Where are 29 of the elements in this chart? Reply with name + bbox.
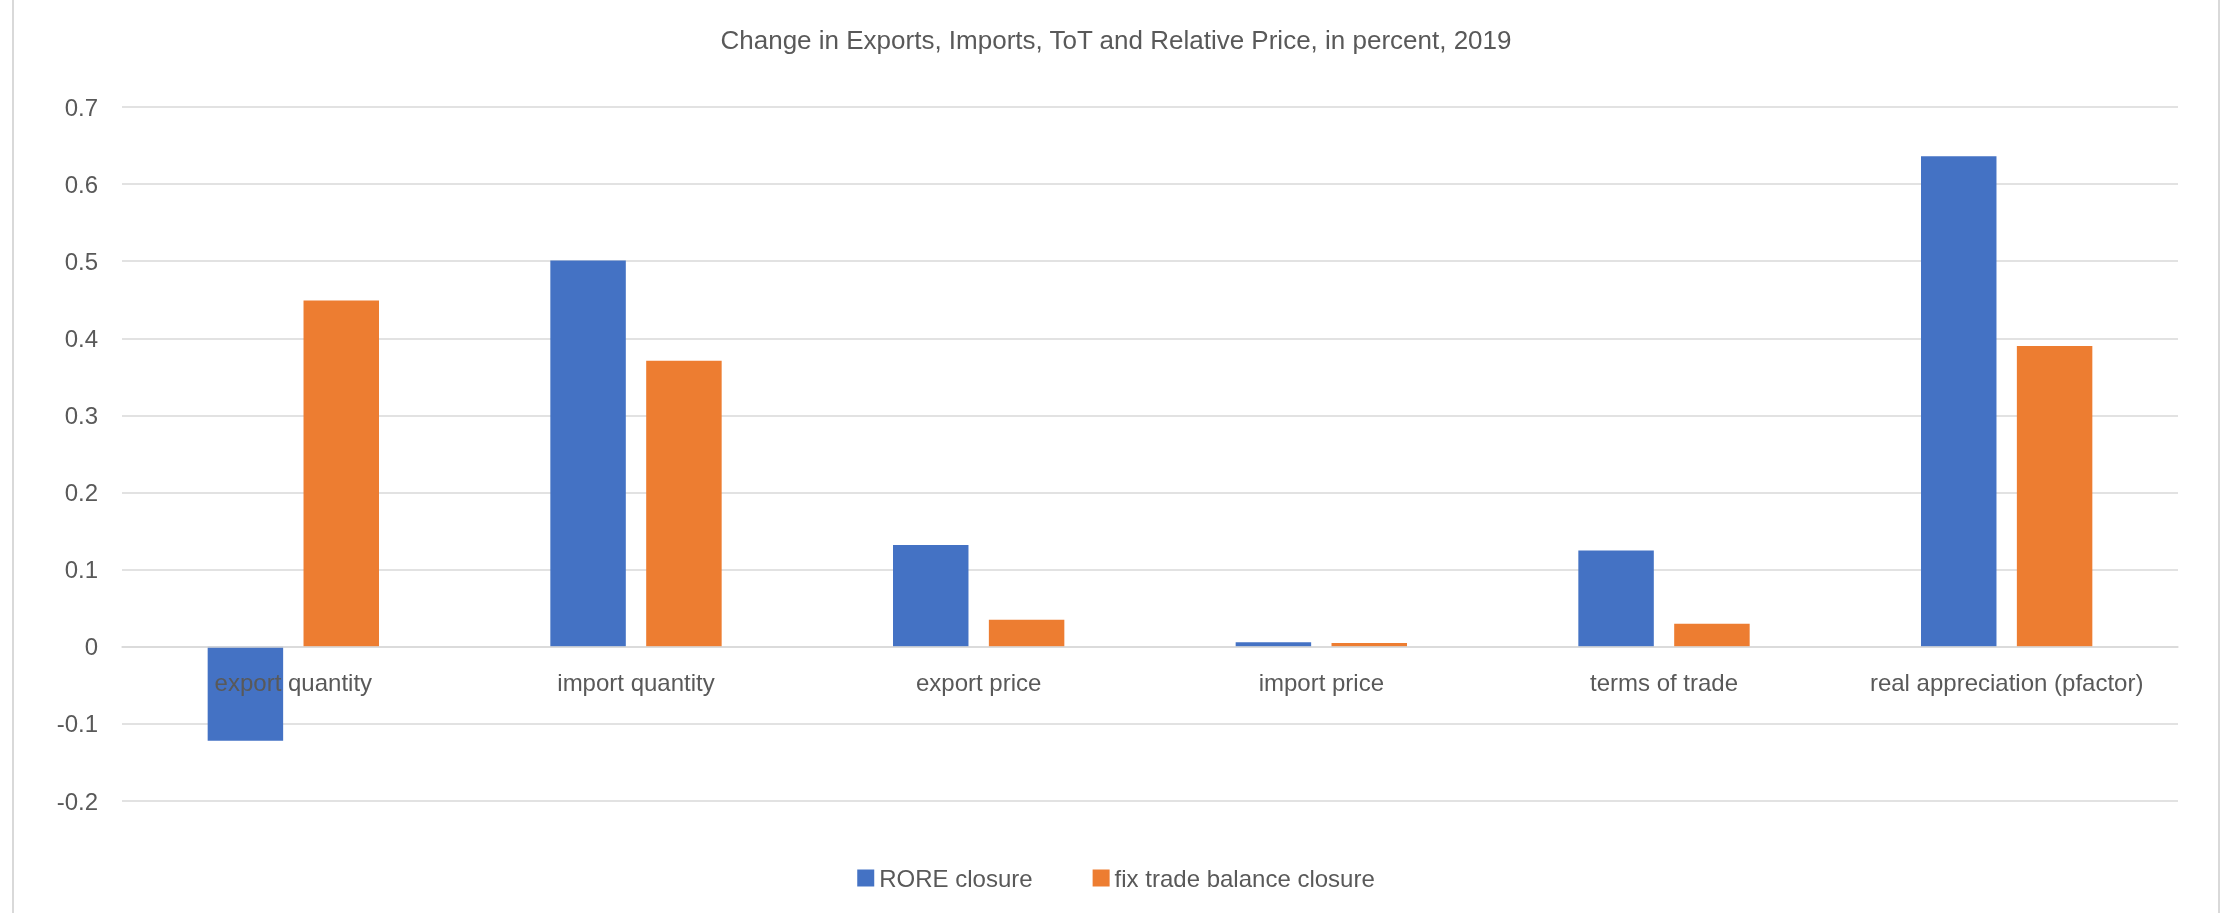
x-tick-label: export quantity (214, 669, 373, 697)
legend-label: RORE closure (879, 864, 1033, 892)
bar (1921, 156, 1997, 647)
x-tick-label: export price (915, 669, 1042, 697)
x-tick-label: terms of trade (1589, 669, 1739, 697)
y-tick-label: 0.7 (64, 93, 98, 121)
bar (893, 544, 969, 647)
y-tick-label: 0.6 (64, 170, 98, 198)
legend-label: fix trade balance closure (1114, 864, 1375, 892)
y-tick-label: 0 (84, 633, 98, 661)
y-tick-label: -0.1 (56, 710, 98, 738)
bar (1578, 550, 1654, 647)
bar (207, 646, 284, 741)
bar (646, 360, 722, 647)
chart-title: Change in Exports, Imports, ToT and Relative Price, in percent, 2019 (720, 25, 1512, 55)
x-tick-label: import quantity (557, 669, 715, 697)
y-tick-label: 0.2 (64, 479, 98, 507)
bar (303, 300, 379, 647)
y-tick-label: 0.5 (64, 247, 98, 275)
bar (1674, 623, 1750, 647)
y-tick-label: 0.3 (64, 401, 98, 429)
bar (550, 260, 626, 647)
x-tick-label: import price (1258, 669, 1385, 697)
y-tick-label: 0.1 (64, 556, 98, 584)
bar (988, 619, 1065, 647)
x-tick-label: real appreciation (pfactor) (1869, 669, 2144, 697)
y-tick-label: 0.4 (64, 324, 98, 352)
y-tick-label: -0.2 (56, 787, 98, 815)
bar (2016, 346, 2093, 647)
